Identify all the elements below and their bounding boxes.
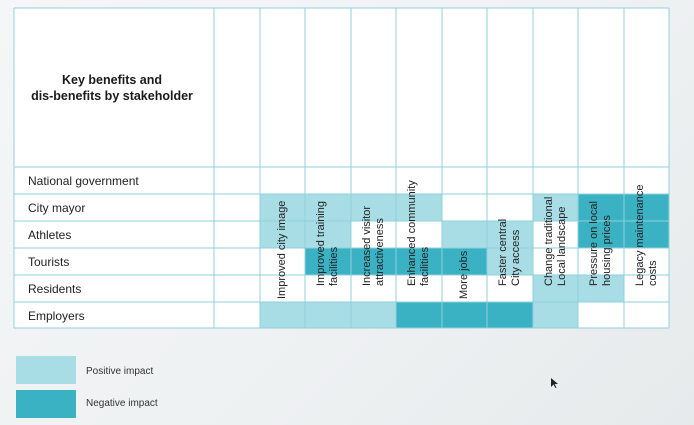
column-header-line: facilities <box>328 246 340 286</box>
column-header-line: Improved city image <box>276 200 288 299</box>
column-header-line: City access <box>510 229 522 286</box>
column-header: Improved city image <box>260 10 305 299</box>
column-header-line: Enhanced community <box>406 180 418 286</box>
impact-cell <box>305 302 351 328</box>
impact-cell <box>305 194 351 221</box>
impact-cell <box>578 275 624 302</box>
column-header: Pressure on local housing prices <box>578 10 624 286</box>
column-header-line: facilities <box>419 246 431 286</box>
impact-cell <box>533 221 578 248</box>
row-label: Residents <box>28 282 82 296</box>
impact-cell <box>396 275 442 302</box>
column-header: Faster central City access <box>487 10 533 286</box>
impact-cell <box>351 302 396 328</box>
impact-cell <box>624 167 669 194</box>
impact-cell <box>396 221 442 248</box>
row-label: Employers <box>28 309 85 323</box>
column-header-line: housing prices <box>601 215 613 286</box>
impact-cell <box>305 167 351 194</box>
impact-cell <box>624 248 669 275</box>
impact-cell <box>624 302 669 328</box>
impact-cell <box>533 248 578 275</box>
impact-cell <box>260 302 305 328</box>
impact-cell <box>442 275 487 302</box>
impact-cell <box>351 275 396 302</box>
impact-cell <box>260 275 305 302</box>
impact-cell <box>442 221 487 248</box>
legend-positive-swatch <box>16 356 76 384</box>
column-header-line: Change traditional <box>542 196 555 286</box>
impact-cell <box>624 221 669 248</box>
impact-cell <box>351 167 396 194</box>
impact-cell <box>578 221 624 248</box>
legend-negative-label: Negative impact <box>86 398 158 409</box>
column-header: Change traditional Local landscape <box>533 10 578 286</box>
impact-cell <box>260 167 305 194</box>
impact-cell <box>578 248 624 275</box>
impact-cell <box>396 248 442 275</box>
impact-cell <box>578 302 624 328</box>
impact-cell <box>442 248 487 275</box>
impact-cell <box>442 302 487 328</box>
impact-cell <box>260 248 305 275</box>
impact-cell <box>305 221 351 248</box>
matrix-title: Key benefits and dis-benefits by stakeho… <box>14 72 210 104</box>
impact-cell <box>442 194 487 221</box>
column-header: Increased visitor attractiveness <box>351 10 396 286</box>
column-header-line: attractiveness <box>373 218 386 286</box>
column-header: More jobs <box>442 10 487 299</box>
column-header-line: Increased visitor <box>360 205 373 286</box>
impact-cell <box>533 302 578 328</box>
column-header-line: costs <box>646 260 659 286</box>
title-line-1: Key benefits and <box>61 73 163 87</box>
impact-cell <box>578 167 624 194</box>
title-line-2: dis-benefits by stakeholder <box>31 89 193 103</box>
impact-cell <box>487 248 533 275</box>
row-label: Tourists <box>28 255 70 269</box>
impact-cell <box>351 221 396 248</box>
column-header: Improved training facilities <box>305 10 351 286</box>
column-header-line: Faster central <box>497 218 509 286</box>
impact-cell <box>487 221 533 248</box>
impact-cell <box>305 275 351 302</box>
impact-cell <box>351 248 396 275</box>
legend-positive-label: Positive impact <box>86 366 154 377</box>
row-label: National government <box>28 174 139 188</box>
impact-cell <box>533 194 578 221</box>
impact-cell <box>487 167 533 194</box>
column-header-line: Improved training <box>315 201 327 286</box>
column-header-line: More jobs <box>458 250 470 299</box>
impact-cell <box>624 194 669 221</box>
column-header-line: Pressure on local <box>588 201 600 286</box>
mouse-cursor-icon <box>551 378 558 388</box>
impact-cell <box>487 302 533 328</box>
impact-cell <box>396 194 442 221</box>
impact-cell <box>260 194 305 221</box>
column-header-line: Legacy maintenance <box>633 184 646 286</box>
column-header-line: Local landscape <box>555 206 568 286</box>
impact-cell <box>624 275 669 302</box>
impact-cell <box>396 302 442 328</box>
impact-cell <box>442 167 487 194</box>
impact-cell <box>533 167 578 194</box>
row-label: City mayor <box>28 201 86 215</box>
impact-cell <box>487 275 533 302</box>
impact-cell <box>487 194 533 221</box>
impact-cell <box>396 167 442 194</box>
row-label: Athletes <box>28 228 72 242</box>
column-header: Legacy maintenance costs <box>624 10 669 286</box>
impact-cell <box>305 248 351 275</box>
impact-cell <box>578 194 624 221</box>
impact-cell <box>260 221 305 248</box>
impact-cell <box>533 275 578 302</box>
impact-cell <box>351 194 396 221</box>
column-header: Enhanced community facilities <box>396 10 442 286</box>
legend-negative-swatch <box>16 390 76 418</box>
